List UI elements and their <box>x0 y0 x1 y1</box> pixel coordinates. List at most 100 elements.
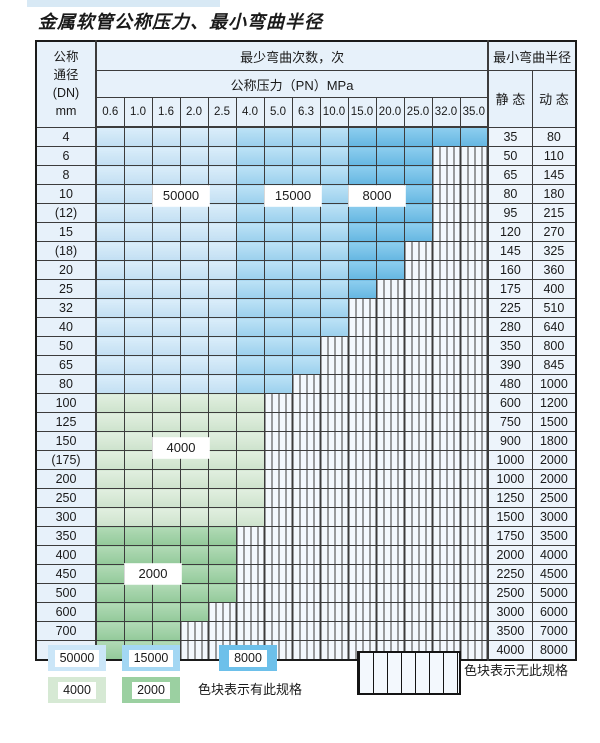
no-spec-cell <box>375 393 405 413</box>
spec-cell <box>95 298 125 318</box>
dn-cell: 150 <box>35 431 97 451</box>
spec-cell <box>179 260 209 280</box>
spec-cell <box>179 602 209 622</box>
spec-cell <box>179 317 209 337</box>
spec-cell <box>207 203 237 223</box>
no-spec-cell <box>263 393 293 413</box>
no-spec-cell <box>403 412 433 432</box>
spec-cell <box>207 241 237 261</box>
static-value: 225 <box>487 298 533 318</box>
spec-cell <box>179 545 209 565</box>
no-spec-cell <box>319 583 349 603</box>
spec-cell <box>95 146 125 166</box>
pressure-column-header: 2.0 <box>179 97 209 128</box>
no-spec-cell <box>375 507 405 527</box>
cycles-header: 最少弯曲次数，次 <box>95 40 489 71</box>
spec-cell <box>207 526 237 546</box>
no-spec-cell <box>263 545 293 565</box>
spec-cell <box>151 241 181 261</box>
no-spec-cell <box>319 621 349 641</box>
dynamic-value: 1800 <box>531 431 577 451</box>
table-row: 80 480 1000 <box>35 374 577 394</box>
spec-cell <box>375 222 405 242</box>
spec-cell <box>263 336 293 356</box>
no-spec-cell <box>459 279 489 299</box>
no-spec-cell <box>263 469 293 489</box>
dn-cell: 15 <box>35 222 97 242</box>
no-spec-cell <box>459 640 489 661</box>
no-spec-cell <box>291 469 321 489</box>
no-spec-cell <box>291 450 321 470</box>
spec-cell <box>347 260 377 280</box>
spec-cell <box>95 203 125 223</box>
spec-cell <box>235 184 265 204</box>
cycles-flag-4000: 4000 <box>153 438 209 458</box>
pressure-column-header: 5.0 <box>263 97 293 128</box>
static-value: 65 <box>487 165 533 185</box>
no-spec-cell <box>375 279 405 299</box>
no-spec-cell <box>347 621 377 641</box>
no-spec-cell <box>235 545 265 565</box>
spec-cell <box>123 526 153 546</box>
spec-cell <box>151 222 181 242</box>
no-spec-cell <box>263 507 293 527</box>
spec-cell <box>403 165 433 185</box>
spec-cell <box>235 203 265 223</box>
no-spec-cell <box>403 336 433 356</box>
no-spec-cell <box>431 526 461 546</box>
no-spec-cell <box>431 203 461 223</box>
dynamic-value: 5000 <box>531 583 577 603</box>
legend-swatch-50000: 50000 <box>48 645 106 671</box>
spec-cell <box>207 583 237 603</box>
static-value: 160 <box>487 260 533 280</box>
pressure-column-header: 32.0 <box>431 97 461 128</box>
pressure-column-header: 1.0 <box>123 97 153 128</box>
no-spec-cell <box>375 488 405 508</box>
pressure-header: 公称压力（PN）MPa <box>95 70 489 98</box>
spec-cell <box>207 184 237 204</box>
spec-cell <box>207 279 237 299</box>
no-spec-cell <box>375 526 405 546</box>
spec-cell <box>403 222 433 242</box>
dynamic-value: 2000 <box>531 469 577 489</box>
table-row: 600 3000 6000 <box>35 602 577 622</box>
no-spec-cell <box>459 165 489 185</box>
static-value: 3500 <box>487 621 533 641</box>
table-row: (18) 145 325 <box>35 241 577 261</box>
spec-cell <box>263 260 293 280</box>
spec-cell <box>403 146 433 166</box>
dn-cell: 40 <box>35 317 97 337</box>
spec-cell <box>95 355 125 375</box>
no-spec-cell <box>347 393 377 413</box>
static-value: 1000 <box>487 469 533 489</box>
no-spec-cell <box>263 564 293 584</box>
no-spec-cell <box>375 621 405 641</box>
table-row: 125 750 1500 <box>35 412 577 432</box>
no-spec-cell <box>375 317 405 337</box>
no-spec-cell <box>459 450 489 470</box>
no-spec-cell <box>347 564 377 584</box>
legend-nospec-swatch <box>357 651 461 695</box>
no-spec-cell <box>403 450 433 470</box>
no-spec-cell <box>347 336 377 356</box>
spec-cell <box>319 279 349 299</box>
spec-cell <box>123 469 153 489</box>
spec-cell <box>151 260 181 280</box>
no-spec-cell <box>431 222 461 242</box>
no-spec-cell <box>403 355 433 375</box>
spec-cell <box>291 241 321 261</box>
static-value: 1000 <box>487 450 533 470</box>
spec-cell <box>235 222 265 242</box>
spec-cell <box>95 222 125 242</box>
spec-cell <box>123 412 153 432</box>
no-spec-cell <box>431 545 461 565</box>
spec-cell <box>151 298 181 318</box>
spec-cell <box>263 222 293 242</box>
no-spec-cell <box>319 526 349 546</box>
no-spec-cell <box>431 165 461 185</box>
spec-cell <box>95 469 125 489</box>
no-spec-cell <box>207 602 237 622</box>
spec-cell <box>291 203 321 223</box>
spec-cell <box>95 564 125 584</box>
no-spec-cell <box>319 545 349 565</box>
